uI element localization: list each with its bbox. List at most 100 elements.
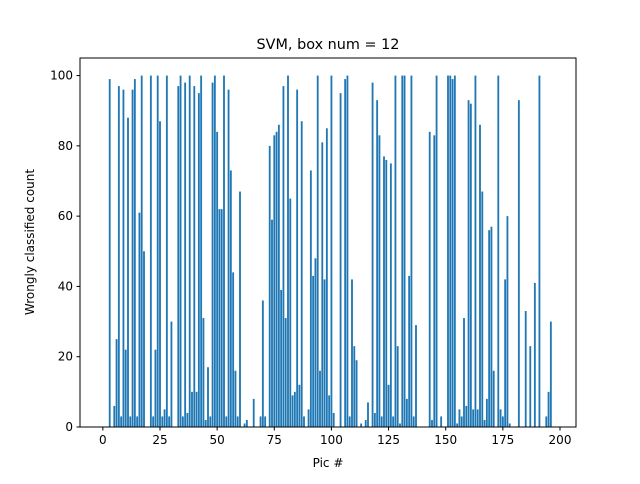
bar [483,419,486,427]
bar [296,89,299,427]
bar [506,216,509,427]
bar [547,391,550,427]
bar [264,416,267,427]
bar [339,93,342,428]
bar [492,370,495,427]
bar [309,170,312,427]
bar [403,75,406,428]
bar [431,419,433,427]
bar [197,93,200,428]
bar [399,423,401,427]
bar [168,416,171,427]
bar [344,79,347,427]
bar [392,416,395,427]
axes: 0 25 50 75 100 125 150 175 200 0 20 40 60 80 100 [50,57,577,447]
bar [447,75,449,428]
bar [481,191,484,427]
bar [268,145,271,427]
bar [394,75,397,428]
bar [408,275,411,427]
bar [529,346,532,427]
bar [389,163,392,427]
bar [325,128,328,428]
bar [234,370,237,427]
bar [401,75,404,428]
bar [346,75,349,428]
bar [348,416,351,427]
bar [524,311,527,427]
x-axis-label: Pic # [313,456,344,470]
bar [469,103,472,427]
bar [202,318,205,427]
y-tick-label: 60 [58,209,73,223]
y-tick-label: 20 [58,350,73,364]
y-tick-label: 0 [65,420,73,434]
bar [143,251,145,427]
bar [314,258,317,427]
bar [456,423,459,427]
bar [501,416,504,427]
bar [152,416,155,427]
bar [451,79,454,427]
bar [332,412,335,427]
bar [140,75,143,428]
bar [545,416,548,427]
bar [184,82,187,427]
bar [321,142,324,428]
bar [138,212,141,427]
bar [117,86,120,427]
bar [549,321,552,427]
x-tick-label: 0 [99,433,107,447]
bar [136,416,139,427]
bar [161,416,164,427]
bar [163,409,166,427]
bars [108,75,552,428]
bar [453,75,456,428]
bar [383,156,385,427]
bar [412,416,415,427]
bar [385,159,388,427]
bar [165,75,168,428]
bar [177,86,180,427]
bar [355,360,358,427]
bar [467,100,470,428]
x-tick-label: 175 [491,433,514,447]
bar [319,370,321,427]
bar [373,412,376,427]
bar [108,79,111,427]
bar [360,423,363,427]
bar [131,89,134,427]
bar [449,75,452,428]
bar [458,409,461,427]
x-tick-label: 125 [377,433,400,447]
bar [209,416,212,427]
bar [328,395,331,427]
bar [517,100,520,428]
bar [479,124,481,428]
bar [124,349,127,427]
bar [133,79,136,427]
bar [465,405,468,427]
bar [490,226,493,427]
bar [273,135,276,428]
x-tick-label: 150 [434,433,457,447]
bar [149,75,152,428]
bar [191,391,193,427]
bar [396,346,399,427]
bar [200,75,203,428]
bar [225,416,228,427]
bar [261,300,264,427]
bar [271,219,273,427]
bar [376,100,379,428]
bar [307,409,310,427]
bar [440,416,443,427]
bar [293,391,296,427]
bar [476,409,479,427]
y-tick-label: 40 [58,279,73,293]
bar [405,398,408,427]
bar [188,75,191,428]
bar [353,346,356,427]
y-axis-label: Wrongly classified count [23,169,37,315]
bar [213,75,216,428]
